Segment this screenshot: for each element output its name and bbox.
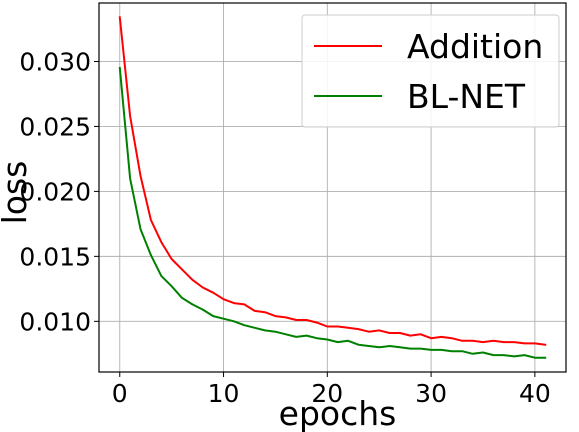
legend: Addition BL-NET	[301, 14, 560, 128]
x-tick-label: 40	[519, 379, 551, 408]
y-tick-label: 0.030	[19, 47, 91, 76]
x-tick-label: 0	[112, 379, 128, 408]
axis-ticks: 0 10 20 30 40 0.010 0.015 0.020 0.025 0.030	[19, 47, 550, 408]
x-tick-label: 10	[208, 379, 240, 408]
plot-frame	[98, 2, 567, 373]
y-axis-label: loss	[0, 161, 34, 225]
legend-label-addition: Addition	[407, 27, 543, 66]
series-line-bl-net	[118, 66, 547, 359]
y-tick-label: 0.020	[19, 177, 91, 206]
y-tick-label: 0.015	[19, 242, 91, 271]
y-tick-label: 0.025	[19, 112, 91, 141]
legend-label-bl-net: BL-NET	[407, 77, 526, 116]
series-line-addition	[118, 16, 547, 346]
x-tick-label: 30	[415, 379, 447, 408]
legend-box	[301, 14, 560, 128]
x-axis-label: epochs	[279, 394, 397, 432]
x-tick-label: 20	[311, 379, 343, 408]
series-lines	[118, 16, 547, 359]
y-tick-label: 0.010	[19, 307, 91, 336]
